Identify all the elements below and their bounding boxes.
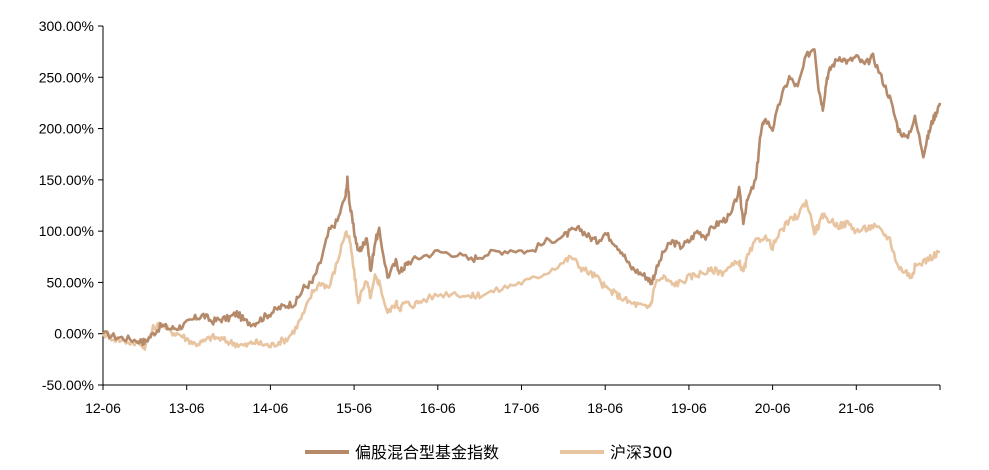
y-tick-label: 150.00% — [39, 172, 94, 188]
legend: 偏股混合型基金指数 沪深300 — [305, 443, 673, 462]
y-tick-label: 0.00% — [54, 326, 94, 342]
x-tick-label: 15-06 — [336, 400, 372, 416]
x-tick-label: 17-06 — [504, 400, 540, 416]
x-axis: 12-06 13-06 14-06 15-06 16-06 17-06 18-06 19-06… — [85, 384, 941, 416]
x-tick-label: 12-06 — [85, 400, 121, 416]
y-tick-label: -50.00% — [42, 377, 94, 393]
legend-label-2: 沪深300 — [610, 443, 673, 462]
series-line-2 — [101, 199, 941, 351]
x-tick-label: 20-06 — [755, 400, 791, 416]
series-layer — [101, 48, 942, 351]
y-tick-label: 50.00% — [47, 274, 94, 290]
x-tick-label: 18-06 — [587, 400, 623, 416]
x-tick-label: 21-06 — [838, 400, 874, 416]
x-tick-label: 19-06 — [671, 400, 707, 416]
y-tick-label: 200.00% — [39, 121, 94, 137]
x-tick-label: 13-06 — [169, 400, 205, 416]
y-tick-label: 100.00% — [39, 223, 94, 239]
y-axis: 300.00% 250.00% 200.00% 150.00% 100.00% 50.00… — [39, 18, 104, 393]
y-tick-label: 250.00% — [39, 69, 94, 85]
x-tick-label: 16-06 — [420, 400, 456, 416]
y-tick-label: 300.00% — [39, 18, 94, 34]
series-line-1 — [102, 48, 942, 347]
x-tick-label: 14-06 — [252, 400, 288, 416]
legend-label-1: 偏股混合型基金指数 — [355, 443, 499, 462]
